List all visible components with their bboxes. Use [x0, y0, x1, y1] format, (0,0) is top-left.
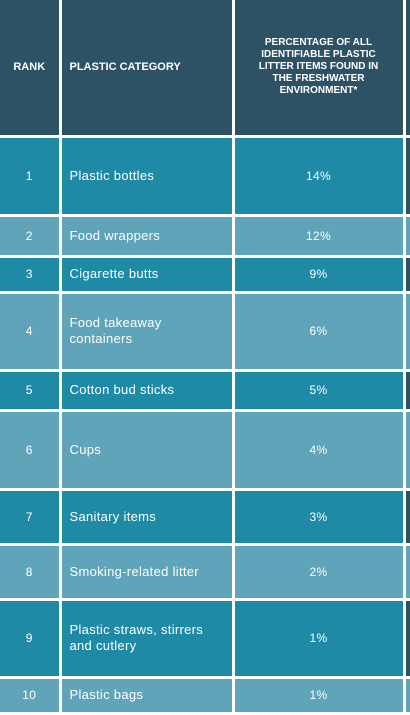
table-row: 6 Cups 4%	[0, 410, 410, 491]
rank-cell: 9	[0, 599, 62, 679]
rank-cell: 3	[0, 256, 62, 294]
edge-strip	[404, 136, 410, 217]
edge-strip	[404, 370, 410, 412]
percentage-cell: 1%	[233, 599, 406, 679]
rank-cell: 1	[0, 136, 62, 217]
category-cell: Smoking-related litter	[60, 544, 235, 601]
percentage-cell: 9%	[233, 256, 406, 294]
rank-cell: 8	[0, 544, 62, 601]
edge-strip	[404, 599, 410, 679]
rank-cell: 6	[0, 410, 62, 491]
percentage-cell: 14%	[233, 136, 406, 217]
rank-cell: 5	[0, 370, 62, 412]
percentage-cell: 6%	[233, 292, 406, 372]
percentage-cell: 4%	[233, 410, 406, 491]
rank-cell: 10	[0, 677, 62, 715]
category-cell: Cigarette butts	[60, 256, 235, 294]
category-cell: Plastic bottles	[60, 136, 235, 217]
edge-strip	[404, 215, 410, 258]
edge-strip	[404, 0, 410, 138]
edge-strip	[404, 410, 410, 491]
percentage-column-header: PERCENTAGE OF ALL IDENTIFIABLE PLASTIC L…	[233, 0, 406, 138]
table-row: 10 Plastic bags 1%	[0, 677, 410, 715]
edge-strip	[404, 292, 410, 372]
percentage-cell: 12%	[233, 215, 406, 258]
table-row: 3 Cigarette butts 9%	[0, 256, 410, 294]
percentage-cell: 3%	[233, 489, 406, 546]
table-row: 8 Smoking-related litter 2%	[0, 544, 410, 601]
percentage-cell: 1%	[233, 677, 406, 715]
table-row: 7 Sanitary items 3%	[0, 489, 410, 546]
category-cell: Plastic bags	[60, 677, 235, 715]
category-cell: Food wrappers	[60, 215, 235, 258]
table-row: 4 Food takeaway containers 6%	[0, 292, 410, 372]
category-column-header: PLASTIC CATEGORY	[60, 0, 235, 138]
edge-strip	[404, 256, 410, 294]
category-cell: Food takeaway containers	[60, 292, 235, 372]
category-cell: Cups	[60, 410, 235, 491]
percentage-cell: 2%	[233, 544, 406, 601]
edge-strip	[404, 677, 410, 715]
table-row: 2 Food wrappers 12%	[0, 215, 410, 258]
table-row: 5 Cotton bud sticks 5%	[0, 370, 410, 412]
rank-cell: 4	[0, 292, 62, 372]
table-row: 9 Plastic straws, stirrers and cutlery 1…	[0, 599, 410, 679]
edge-strip	[404, 489, 410, 546]
rank-cell: 7	[0, 489, 62, 546]
category-cell: Cotton bud sticks	[60, 370, 235, 412]
table-row: 1 Plastic bottles 14%	[0, 136, 410, 217]
category-cell: Sanitary items	[60, 489, 235, 546]
edge-strip	[404, 544, 410, 601]
category-cell: Plastic straws, stirrers and cutlery	[60, 599, 235, 679]
rank-column-header: RANK	[0, 0, 62, 138]
percentage-cell: 5%	[233, 370, 406, 412]
rank-cell: 2	[0, 215, 62, 258]
table-header-row: RANK PLASTIC CATEGORY PERCENTAGE OF ALL …	[0, 0, 410, 138]
